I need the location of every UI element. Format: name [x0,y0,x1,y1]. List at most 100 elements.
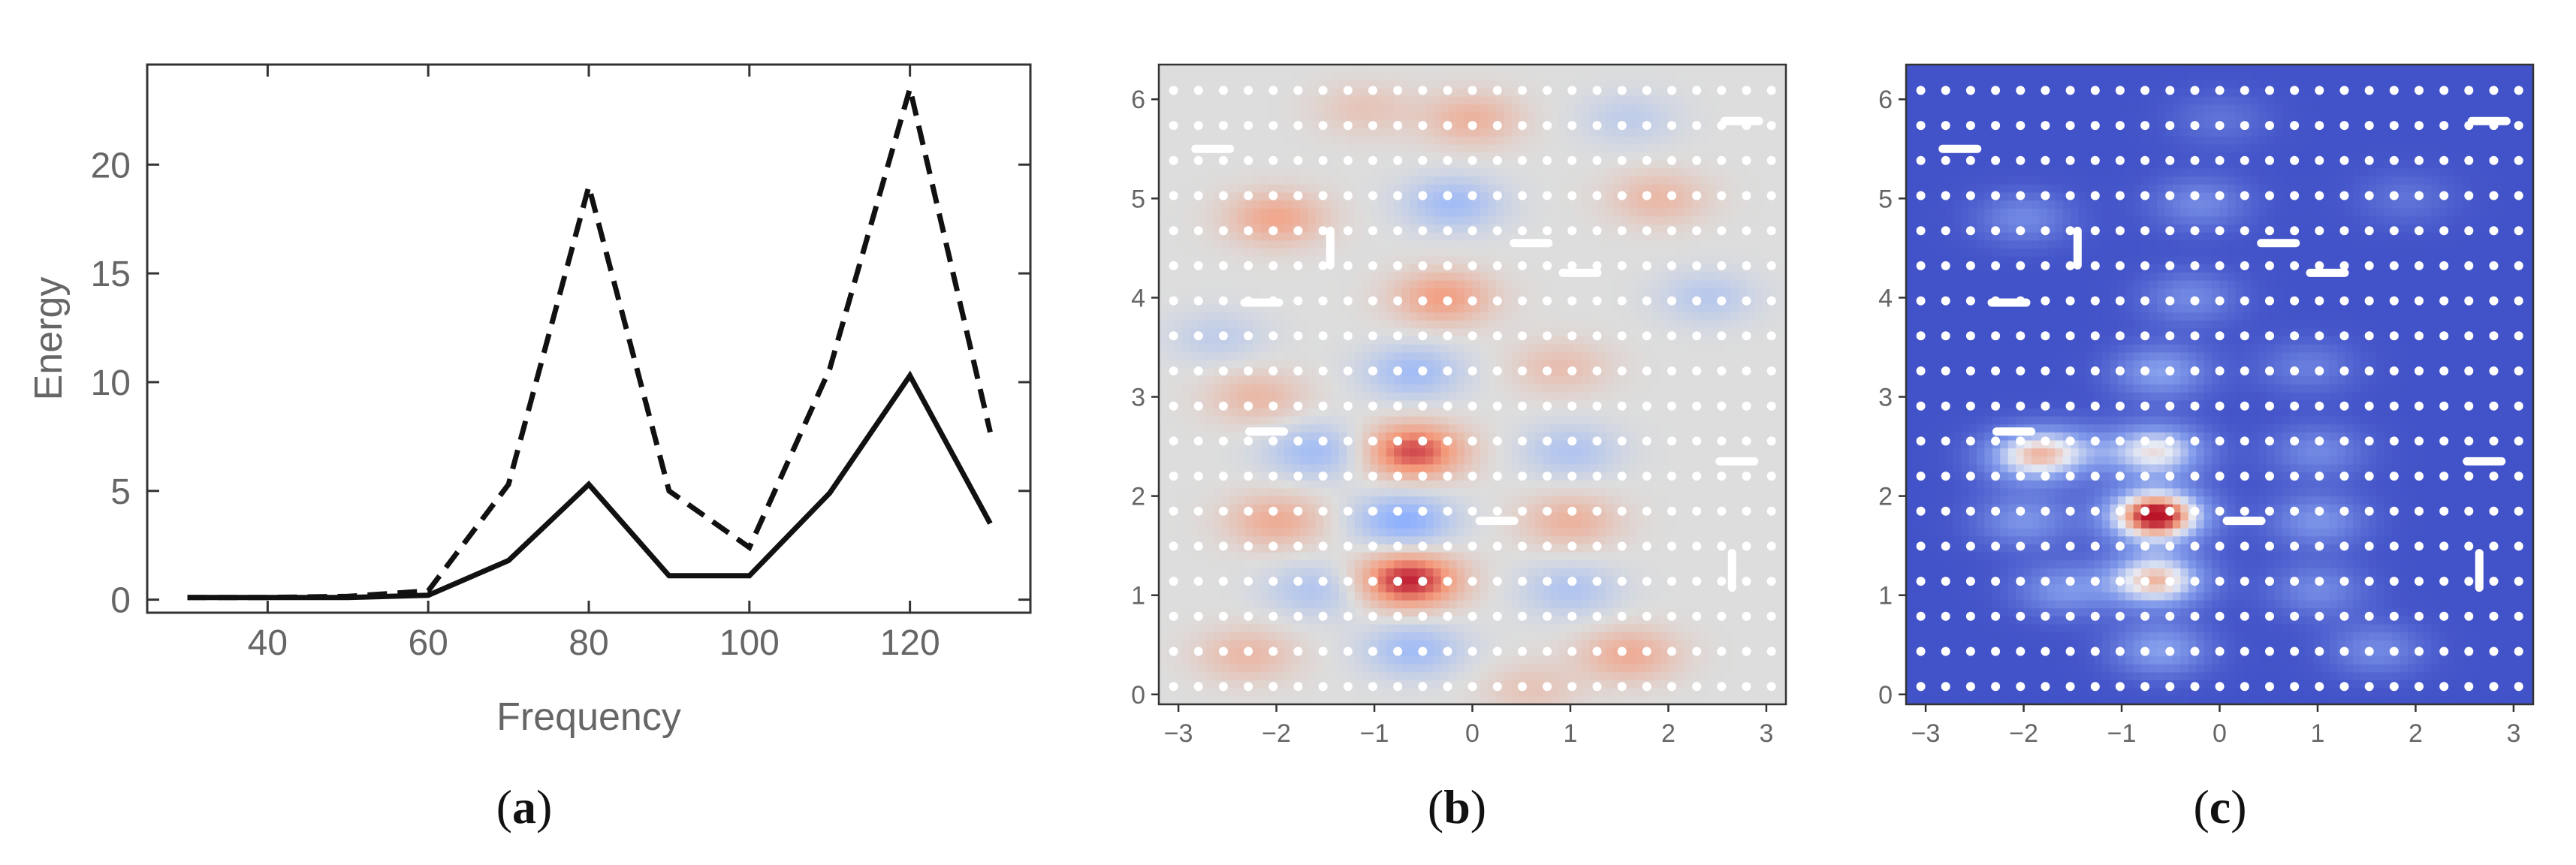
heat-cell [1386,320,1395,330]
heat-cell [1550,656,1559,665]
heat-cell [1354,312,1363,321]
heat-cell [1244,176,1253,185]
heat-cell [1590,168,1599,177]
heat-cell [1613,440,1622,449]
heat-cell [1582,120,1591,129]
heat-cell [1299,296,1308,306]
heat-cell [1386,200,1395,209]
heat-cell [1323,656,1332,665]
heat-cell [1159,184,1168,193]
heat-cell [1370,600,1379,609]
heat-cell [1354,256,1363,265]
heat-cell [1221,96,1230,105]
heat-cell [1495,208,1504,217]
heat-cell [1456,80,1465,89]
heat-cell [1268,184,1277,193]
heat-cell [1331,120,1340,129]
heat-cell [1425,664,1434,673]
heat-cell [1244,96,1253,105]
heat-cell [1182,184,1191,193]
heat-cell [1425,640,1434,650]
heat-cell [1370,448,1379,457]
heat-cell [1229,200,1238,209]
heat-cell [1550,672,1559,681]
heat-cell [1331,600,1340,609]
heat-cell [1605,152,1614,161]
heat-cell [1323,192,1332,201]
heat-cell [1590,65,1599,74]
heat-cell [1174,584,1183,593]
heat-cell [1629,248,1638,258]
heat-cell [1456,144,1465,153]
heat-cell [1480,488,1489,497]
heat-cell [1370,384,1379,393]
heat-cell [1182,480,1191,490]
heat-cell [1237,392,1246,401]
heat-cell [1323,432,1332,442]
heat-cell [1401,120,1410,129]
heat-cell [1284,136,1293,146]
heat-cell [1182,160,1191,170]
heat-cell [1433,296,1442,306]
heat-cell [1159,65,1168,74]
heat-cell [1229,168,1238,177]
heat-cell [1205,104,1214,113]
heat-cell [1511,456,1520,466]
heat-cell [1347,80,1356,89]
heat-cell [1597,296,1606,306]
heat-cell [1472,152,1481,161]
heat-cell [1597,384,1606,393]
heat-cell [1386,576,1395,585]
heat-cell [1613,480,1622,490]
heat-cell [1417,688,1426,697]
heat-cell [1370,96,1379,105]
heat-cell [1308,664,1317,673]
heat-cell [1315,624,1324,633]
heat-cell [1488,448,1497,457]
heat-cell [1339,200,1348,209]
heat-cell [1440,168,1449,177]
heat-cell [1511,264,1520,273]
heat-cell [1440,360,1449,369]
heat-cell [1440,312,1449,321]
heat-cell [1488,384,1497,393]
heat-cell [1182,544,1191,553]
heat-cell [1456,288,1465,297]
heat-cell [1590,352,1599,361]
heat-cell [1621,424,1630,433]
heat-cell [1480,424,1489,433]
heat-cell [1292,216,1301,225]
heat-cell [1323,512,1332,521]
heat-cell [1386,176,1395,185]
heat-cell [1590,232,1599,241]
heat-cell [1410,696,1419,705]
heat-cell [1292,376,1301,385]
heat-cell [1378,576,1387,585]
heat-cell [1449,688,1458,697]
heat-cell [1159,280,1168,289]
heat-cell [1566,560,1575,569]
heat-cell [1440,216,1449,225]
heat-cell [1449,168,1458,177]
heat-cell [1370,72,1379,81]
heat-cell [1214,656,1223,665]
heat-cell [1566,96,1575,105]
heat-cell [1605,200,1614,209]
heat-cell [1495,432,1504,442]
heat-cell [1425,400,1434,409]
heat-cell [1464,456,1474,466]
heat-cell [1504,688,1513,697]
heat-cell [1299,216,1308,225]
heat-cell [1174,592,1183,601]
heat-cell [1456,376,1465,385]
heat-cell [1590,312,1599,321]
heat-cell [1621,608,1630,617]
heat-cell [1190,280,1199,289]
heat-cell [1260,264,1269,273]
heat-cell [1299,144,1308,153]
heat-cell [1488,312,1497,321]
heat-cell [1550,584,1559,593]
heat-cell [1440,320,1449,330]
heat-cell [1433,600,1442,609]
heat-cell [1323,464,1332,473]
